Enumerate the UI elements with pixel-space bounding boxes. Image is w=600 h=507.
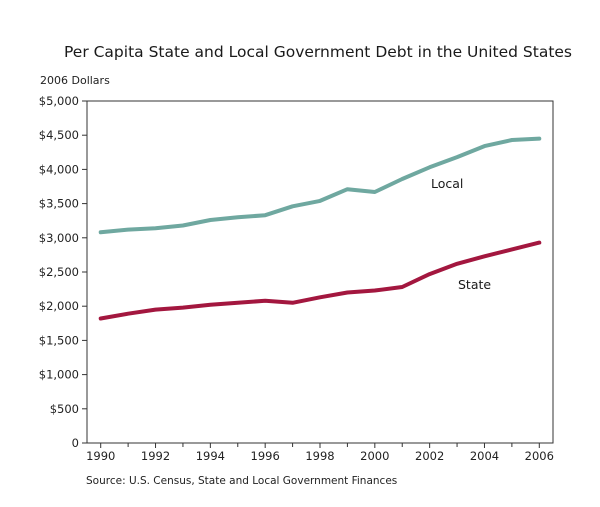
y-tick-label: 0 xyxy=(72,436,79,450)
x-tick-label: 2002 xyxy=(415,449,444,463)
series-label-local: Local xyxy=(431,176,463,191)
x-tick-label: 1992 xyxy=(141,449,170,463)
y-tick-label: $3,000 xyxy=(39,231,79,245)
y-tick-label: $4,500 xyxy=(39,128,79,142)
plot-frame xyxy=(86,100,554,444)
y-axis-unit-label: 2006 Dollars xyxy=(40,74,110,87)
series-lines xyxy=(98,136,542,321)
y-axis: 0 $500 $1,000 $1,500 $2,000 $2,500 $3,000 $3,50… xyxy=(39,94,87,450)
y-tick-label: $1,000 xyxy=(39,368,79,382)
x-tick-label: 1998 xyxy=(305,449,334,463)
series-labels: Local State xyxy=(431,176,491,292)
y-tick-label: $1,500 xyxy=(39,333,79,347)
series-label-state: State xyxy=(458,277,491,292)
x-tick-label: 1996 xyxy=(251,449,280,463)
source-note: Source: U.S. Census, State and Local Gov… xyxy=(86,475,397,487)
y-tick-label: $4,000 xyxy=(39,162,79,176)
y-tick-label: $2,000 xyxy=(39,299,79,313)
chart-title: Per Capita State and Local Government De… xyxy=(64,43,572,61)
y-tick-label: $500 xyxy=(50,402,79,416)
y-tick-label: $5,000 xyxy=(39,94,79,108)
x-tick-label: 2004 xyxy=(470,449,499,463)
x-tick-label: 2006 xyxy=(525,449,554,463)
x-tick-label: 2000 xyxy=(360,449,389,463)
plot-area xyxy=(86,100,554,444)
y-tick-label: $3,500 xyxy=(39,197,79,211)
x-tick-label: 1990 xyxy=(86,449,115,463)
y-tick-label: $2,500 xyxy=(39,265,79,279)
x-axis: 1990 1992 1994 1996 1998 2000 2002 2004 2006 xyxy=(86,443,554,463)
x-tick-label: 1994 xyxy=(196,449,225,463)
series-line-local xyxy=(98,136,542,235)
